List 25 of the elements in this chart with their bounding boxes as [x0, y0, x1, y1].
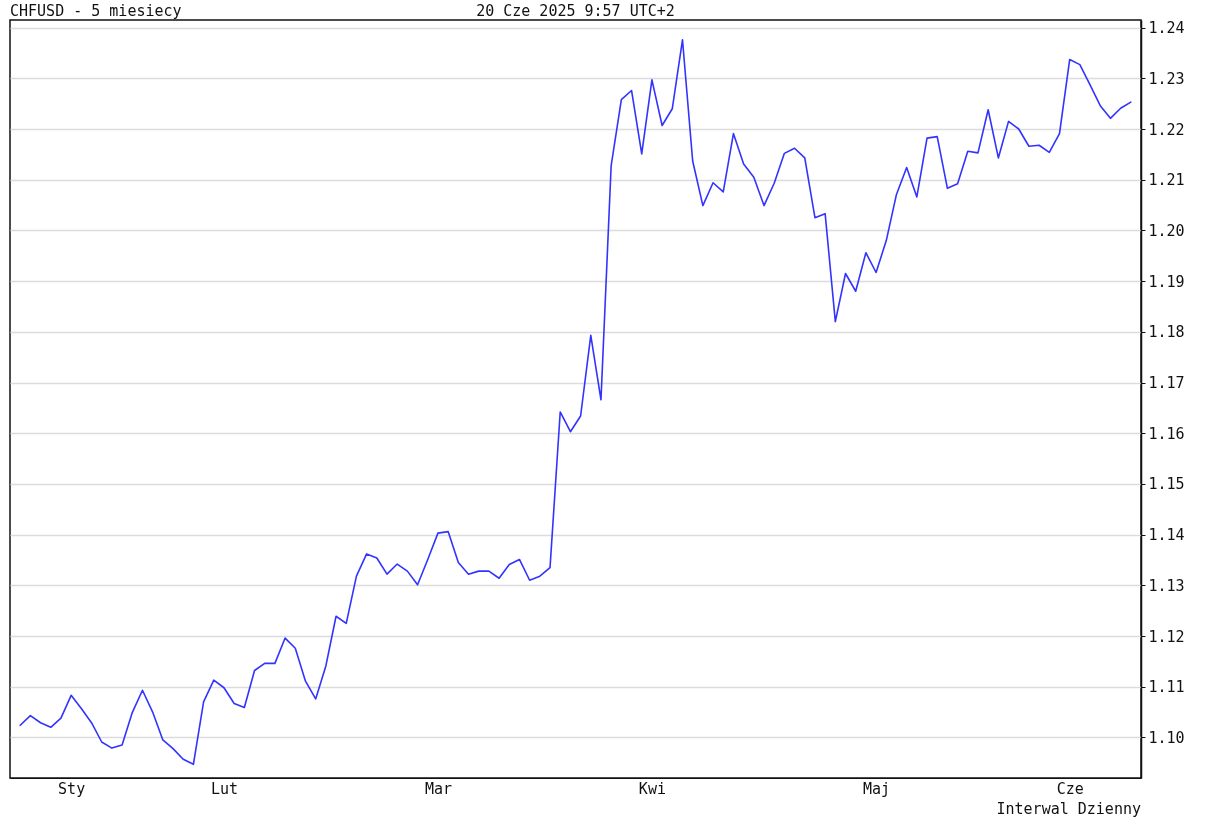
- x-tick-label: Sty: [58, 779, 86, 798]
- x-tick-label: Mar: [424, 779, 452, 798]
- y-tick-label: 1.22: [1148, 120, 1185, 139]
- y-tick-label: 1.12: [1148, 627, 1185, 646]
- y-tick-label: 1.13: [1148, 576, 1185, 595]
- y-tick-label: 1.20: [1148, 221, 1185, 240]
- y-tick-label: 1.11: [1148, 678, 1185, 697]
- chart-title: CHFUSD - 5 miesiecy: [10, 2, 182, 20]
- x-tick-label: Cze: [1056, 779, 1084, 798]
- y-tick-label: 1.17: [1148, 374, 1185, 393]
- y-tick-label: 1.23: [1148, 69, 1185, 88]
- y-tick-label: 1.19: [1148, 272, 1185, 291]
- text: Interwal Dzienny: [996, 800, 1141, 818]
- y-tick-label: 1.14: [1148, 526, 1185, 545]
- y-tick-label: 1.15: [1148, 475, 1185, 494]
- y-tick-label: 1.10: [1148, 728, 1185, 747]
- line-series: [19, 38, 1132, 766]
- y-tick-label: 1.24: [1148, 19, 1185, 38]
- x-tick-label: Maj: [863, 779, 891, 798]
- y-tick-label: 1.16: [1148, 424, 1185, 443]
- x-tick-label: Lut: [210, 779, 239, 798]
- y-tick-label: 1.21: [1148, 171, 1185, 190]
- chart-subtitle: 20 Cze 2025 9:57 UTC+2: [476, 2, 675, 20]
- x-tick-label: Kwi: [638, 779, 666, 798]
- y-tick-label: 1.18: [1148, 323, 1185, 342]
